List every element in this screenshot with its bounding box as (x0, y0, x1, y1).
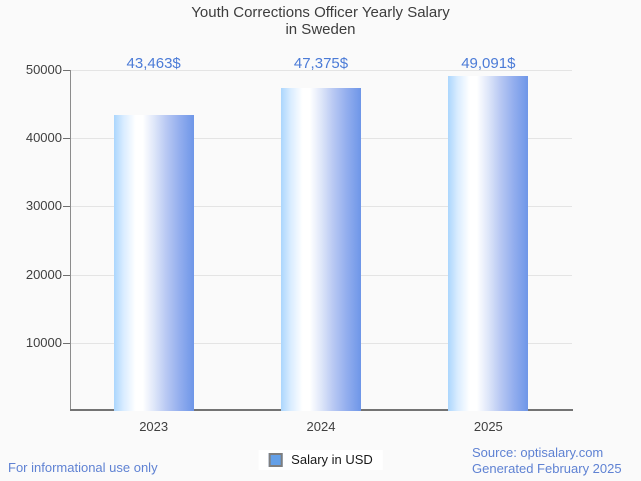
legend-label: Salary in USD (291, 452, 373, 467)
source-text: Source: optisalary.com (472, 445, 604, 460)
y-axis-label-10000: 10000 (25, 334, 62, 350)
source-block: Source: optisalary.com Generated Februar… (472, 445, 622, 477)
y-axis-label-30000: 30000 (25, 198, 62, 214)
y-tick-20000 (63, 274, 70, 276)
value-label-2023: 43,463$ (126, 55, 181, 72)
disclaimer-text: For informational use only (8, 460, 158, 475)
generated-text: Generated February 2025 (472, 461, 622, 476)
y-tick-40000 (63, 138, 70, 140)
x-axis-label-2025: 2025 (473, 419, 503, 434)
y-tick-10000 (63, 342, 70, 344)
bar-2023[interactable] (113, 114, 194, 411)
y-axis-label-50000: 50000 (25, 62, 62, 77)
x-axis-label-2023: 2023 (139, 419, 169, 434)
y-axis-label-20000: 20000 (25, 266, 62, 282)
chart-title-line2: in Sweden (285, 21, 356, 38)
bar-2025[interactable] (448, 76, 529, 411)
y-axis-line (70, 70, 71, 411)
x-axis-label-2024: 2024 (306, 419, 336, 434)
chart-title-line1: Youth Corrections Officer Yearly Salary (191, 4, 450, 21)
bar-2024[interactable] (281, 87, 361, 411)
chart-legend: Salary in USD (258, 450, 383, 470)
y-tick-50000 (63, 70, 70, 71)
chart-title: Youth Corrections Officer Yearly Salary … (0, 4, 641, 38)
legend-marker-square-icon (268, 453, 283, 467)
y-tick-30000 (63, 206, 70, 208)
y-axis-label-40000: 40000 (25, 130, 62, 146)
value-label-2024: 47,375$ (293, 55, 349, 72)
value-label-2025: 49,091$ (461, 55, 516, 72)
y-gridline-50000 (71, 70, 572, 71)
